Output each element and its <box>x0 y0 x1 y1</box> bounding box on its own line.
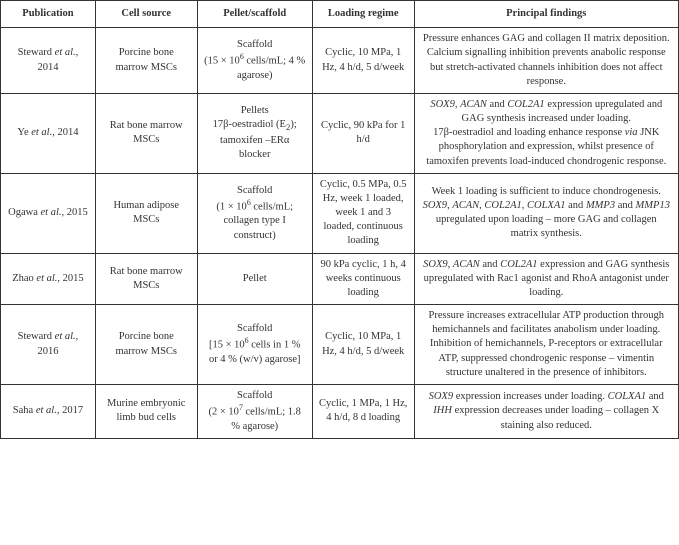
research-summary-table: Publication Cell source Pellet/scaffold … <box>0 0 679 439</box>
cell-principal-findings: SOX9 expression increases under loading.… <box>414 384 678 438</box>
cell-pellet-scaffold: Scaffold(1 × 106 cells/mL; collagen type… <box>197 173 312 253</box>
header-pellet-scaffold: Pellet/scaffold <box>197 1 312 28</box>
table-row: Ye et al., 2014Rat bone marrow MSCsPelle… <box>1 93 679 173</box>
cell-loading-regime: Cyclic, 10 MPa, 1 Hz, 4 h/d, 5 d/week <box>312 28 414 94</box>
cell-pellet-scaffold: Scaffold(2 × 107 cells/mL; 1.8 % agarose… <box>197 384 312 438</box>
cell-pellet-scaffold: Pellet <box>197 253 312 305</box>
cell-loading-regime: Cyclic, 1 MPa, 1 Hz, 4 h/d, 8 d loading <box>312 384 414 438</box>
table-row: Saha et al., 2017Murine embryonic limb b… <box>1 384 679 438</box>
cell-pellet-scaffold: Scaffold[15 × 106 cells in 1 % or 4 % (w… <box>197 305 312 385</box>
cell-publication: Saha et al., 2017 <box>1 384 96 438</box>
cell-loading-regime: Cyclic, 0.5 MPa, 0.5 Hz, week 1 loaded, … <box>312 173 414 253</box>
header-loading-regime: Loading regime <box>312 1 414 28</box>
cell-principal-findings: SOX9, ACAN and COL2A1 expression and GAG… <box>414 253 678 305</box>
cell-principal-findings: SOX9, ACAN and COL2A1 expression upregul… <box>414 93 678 173</box>
cell-source: Porcine bone marrow MSCs <box>95 305 197 385</box>
table-row: Ogawa et al., 2015Human adipose MSCsScaf… <box>1 173 679 253</box>
cell-publication: Steward et al., 2016 <box>1 305 96 385</box>
table-row: Steward et al., 2016Porcine bone marrow … <box>1 305 679 385</box>
cell-source: Murine embryonic limb bud cells <box>95 384 197 438</box>
table-header-row: Publication Cell source Pellet/scaffold … <box>1 1 679 28</box>
cell-principal-findings: Pressure enhances GAG and collagen II ma… <box>414 28 678 94</box>
cell-principal-findings: Pressure increases extracellular ATP pro… <box>414 305 678 385</box>
table-row: Steward et al., 2014Porcine bone marrow … <box>1 28 679 94</box>
cell-pellet-scaffold: Scaffold(15 × 106 cells/mL; 4 % agarose) <box>197 28 312 94</box>
cell-publication: Zhao et al., 2015 <box>1 253 96 305</box>
cell-source: Porcine bone marrow MSCs <box>95 28 197 94</box>
header-principal-findings: Principal findings <box>414 1 678 28</box>
cell-publication: Steward et al., 2014 <box>1 28 96 94</box>
cell-source: Rat bone marrow MSCs <box>95 253 197 305</box>
cell-source: Rat bone marrow MSCs <box>95 93 197 173</box>
cell-principal-findings: Week 1 loading is sufficient to induce c… <box>414 173 678 253</box>
header-cell-source: Cell source <box>95 1 197 28</box>
table-body: Steward et al., 2014Porcine bone marrow … <box>1 28 679 439</box>
cell-loading-regime: Cyclic, 10 MPa, 1 Hz, 4 h/d, 5 d/week <box>312 305 414 385</box>
cell-pellet-scaffold: Pellets17β-oestradiol (E2); tamoxifen –E… <box>197 93 312 173</box>
header-publication: Publication <box>1 1 96 28</box>
cell-publication: Ogawa et al., 2015 <box>1 173 96 253</box>
cell-loading-regime: 90 kPa cyclic, 1 h, 4 weeks continuous l… <box>312 253 414 305</box>
cell-loading-regime: Cyclic, 90 kPa for 1 h/d <box>312 93 414 173</box>
cell-source: Human adipose MSCs <box>95 173 197 253</box>
table-row: Zhao et al., 2015Rat bone marrow MSCsPel… <box>1 253 679 305</box>
cell-publication: Ye et al., 2014 <box>1 93 96 173</box>
